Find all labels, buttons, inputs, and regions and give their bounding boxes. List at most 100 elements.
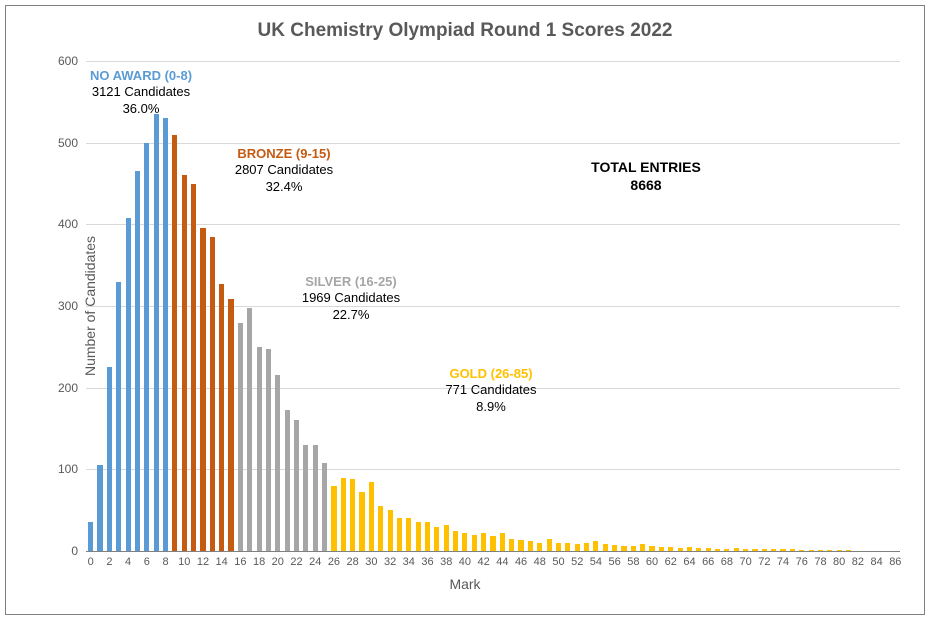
bar-mark-23 [303,445,308,551]
x-tick-label: 22 [287,556,307,568]
bar-mark-5 [135,171,140,551]
gridline [86,469,900,470]
annotation-percent: 32.4% [184,179,384,195]
total-entries-label: TOTAL ENTRIES [546,158,746,176]
bar-mark-14 [219,284,224,551]
x-tick-label: 6 [137,556,157,568]
bar-mark-6 [144,143,149,551]
y-tick-label: 300 [18,299,78,313]
bar-mark-16 [238,323,243,551]
x-tick-label: 44 [492,556,512,568]
x-tick-label: 70 [736,556,756,568]
bar-mark-38 [444,525,449,551]
x-tick-label: 32 [380,556,400,568]
x-tick-label: 84 [867,556,887,568]
gridline [86,306,900,307]
gridline [86,224,900,225]
bar-mark-44 [500,533,505,551]
x-tick-label: 2 [99,556,119,568]
annotation-no-award: NO AWARD (0-8)3121 Candidates36.0% [41,68,241,117]
x-tick-label: 28 [343,556,363,568]
bar-mark-27 [341,478,346,552]
bar-mark-50 [556,543,561,551]
bar-mark-45 [509,539,514,551]
bar-mark-10 [182,175,187,551]
x-tick-label: 16 [230,556,250,568]
bar-mark-22 [294,420,299,551]
bar-mark-33 [397,518,402,551]
bar-mark-46 [518,540,523,551]
x-tick-label: 48 [530,556,550,568]
x-tick-label: 60 [642,556,662,568]
annotation-header: NO AWARD (0-8) [41,68,241,84]
x-tick-label: 66 [698,556,718,568]
bar-mark-42 [481,533,486,551]
bar-mark-8 [163,118,168,551]
bar-mark-36 [425,522,430,551]
x-tick-label: 64 [679,556,699,568]
x-tick-label: 78 [810,556,830,568]
bar-mark-54 [593,541,598,551]
y-axis-title: Number of Candidates [82,236,98,376]
x-tick-label: 34 [399,556,419,568]
total-entries: TOTAL ENTRIES8668 [546,158,746,194]
bar-mark-3 [116,282,121,552]
x-tick-label: 38 [436,556,456,568]
bar-mark-35 [416,522,421,551]
bar-mark-41 [472,535,477,551]
bar-mark-25 [322,463,327,551]
annotation-candidates: 771 Candidates [391,382,591,398]
bar-mark-28 [350,479,355,551]
bar-mark-4 [126,218,131,551]
x-tick-label: 18 [249,556,269,568]
x-tick-label: 56 [605,556,625,568]
annotation-candidates: 1969 Candidates [251,290,451,306]
bar-mark-34 [406,518,411,551]
x-tick-label: 58 [623,556,643,568]
annotation-gold: GOLD (26-85)771 Candidates8.9% [391,366,591,415]
x-tick-label: 0 [81,556,101,568]
bar-mark-29 [359,492,364,551]
y-tick-label: 100 [18,462,78,476]
x-tick-label: 62 [661,556,681,568]
annotation-bronze: BRONZE (9-15)2807 Candidates32.4% [184,146,384,195]
bar-mark-20 [275,375,280,551]
annotation-header: BRONZE (9-15) [184,146,384,162]
bar-mark-1 [97,465,102,551]
x-tick-label: 24 [305,556,325,568]
gridline [86,61,900,62]
x-tick-label: 76 [792,556,812,568]
x-tick-label: 14 [212,556,232,568]
bar-mark-31 [378,506,383,551]
y-tick-label: 600 [18,54,78,68]
bar-mark-18 [257,347,262,551]
annotation-candidates: 2807 Candidates [184,162,384,178]
bar-mark-26 [331,486,336,551]
chart-frame: UK Chemistry Olympiad Round 1 Scores 202… [5,5,925,615]
bar-mark-24 [313,445,318,551]
bar-mark-19 [266,349,271,551]
bar-mark-0 [88,522,93,551]
x-tick-label: 36 [418,556,438,568]
bar-mark-9 [172,135,177,552]
x-tick-label: 26 [324,556,344,568]
bar-mark-11 [191,184,196,552]
bar-mark-40 [462,533,467,551]
x-tick-label: 68 [717,556,737,568]
y-tick-label: 200 [18,381,78,395]
bar-mark-37 [434,527,439,552]
x-tick-label: 46 [511,556,531,568]
x-tick-label: 12 [193,556,213,568]
annotation-percent: 36.0% [41,101,241,117]
annotation-percent: 22.7% [251,307,451,323]
bar-mark-7 [154,114,159,551]
x-axis-title: Mark [6,576,924,592]
bar-mark-17 [247,308,252,551]
plot-area [86,61,900,551]
y-tick-label: 500 [18,136,78,150]
annotation-candidates: 3121 Candidates [41,84,241,100]
annotation-header: SILVER (16-25) [251,274,451,290]
total-entries-value: 8668 [546,176,746,194]
bar-mark-49 [547,539,552,551]
x-tick-label: 4 [118,556,138,568]
